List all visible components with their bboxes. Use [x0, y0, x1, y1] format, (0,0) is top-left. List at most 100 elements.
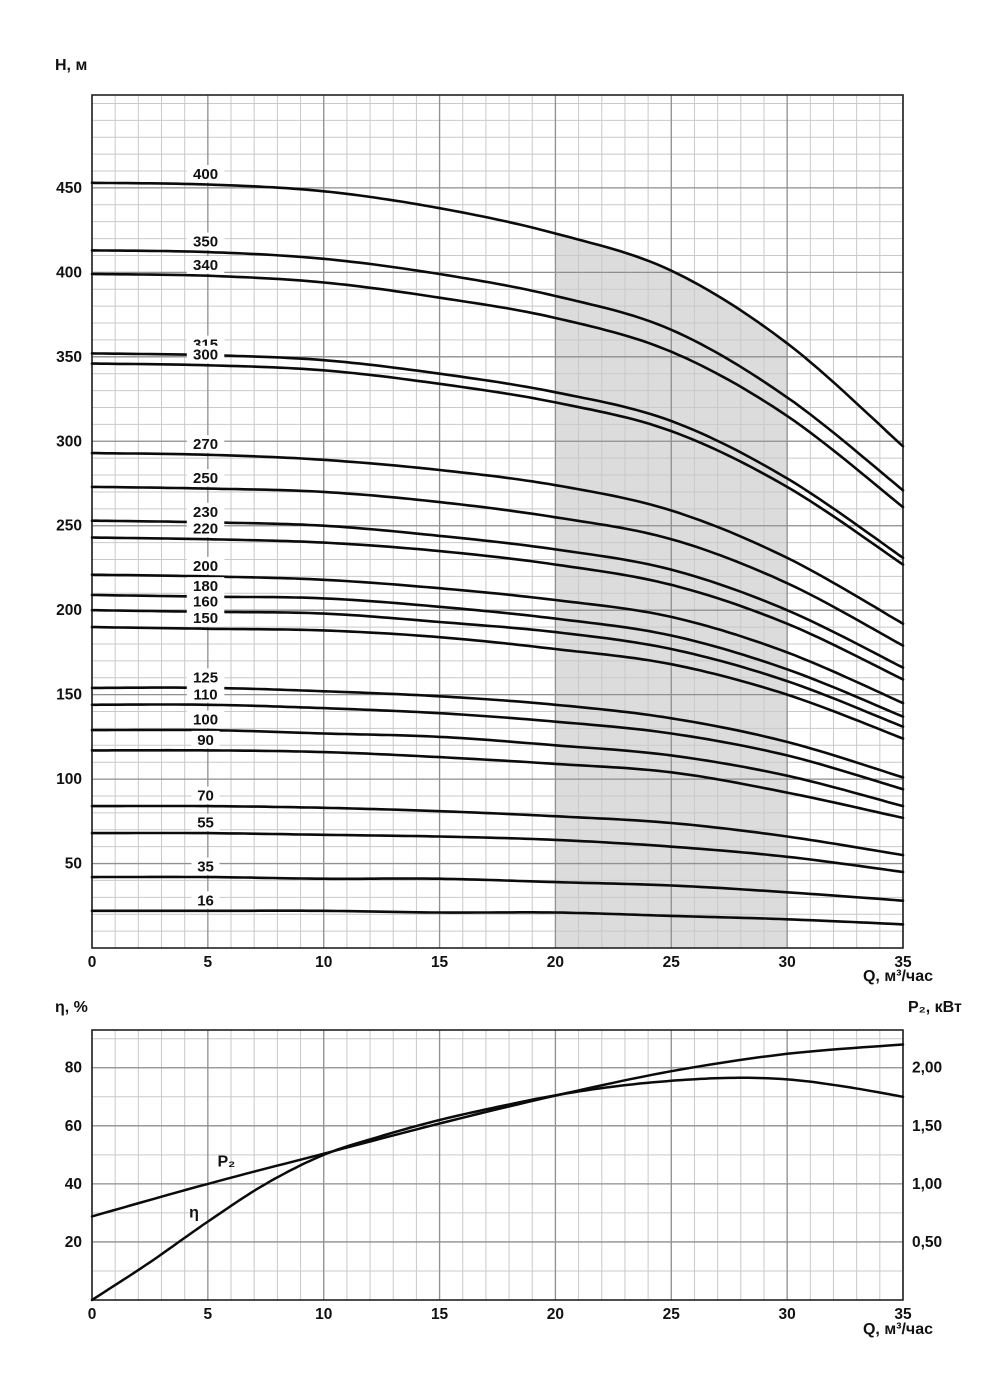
curve-label-bg: [186, 592, 225, 610]
x-tick-label: 20: [547, 954, 564, 971]
y-right-tick-label: 0,50: [912, 1234, 942, 1251]
y-left-axis-title: η, %: [55, 999, 88, 1016]
curve-label-bg: [191, 786, 220, 805]
grid-minor: [91, 1030, 904, 1300]
curve-label: 55: [197, 815, 214, 832]
y-tick-label: 250: [56, 518, 82, 535]
curve-220: [90, 536, 905, 681]
curve-180: [90, 593, 905, 718]
y-left-tick-label: 80: [65, 1060, 82, 1077]
y-right-axis-title: P₂, кВт: [908, 999, 962, 1016]
curve-300: [90, 362, 905, 566]
curve-label-bg: [186, 519, 225, 538]
curve-label-bg: [191, 857, 220, 876]
curve-label: 180: [193, 578, 218, 595]
curve-label: 400: [193, 166, 218, 183]
x-tick-label: 30: [779, 954, 796, 971]
y-tick-label: 50: [65, 856, 82, 873]
curve-label-bg: [186, 556, 225, 575]
x-tick-label: 15: [431, 954, 449, 971]
curve-power: [90, 1043, 905, 1218]
curve-315: [90, 352, 905, 560]
x-tick-label: 10: [315, 1306, 332, 1323]
curve-250: [90, 485, 905, 647]
x-tick-label: 0: [88, 954, 97, 971]
x-tick-label: 15: [431, 1306, 449, 1323]
curve-labels: 4003503403153002702502302202001801601501…: [186, 164, 225, 909]
efficiency-power-chart: P₂ η η, % P₂, кВт 20 40 60 80 0,50 1,00 1,50 2,00 0 5…: [55, 999, 962, 1338]
curve-annotation: P₂: [218, 1153, 236, 1170]
x-tick-label: 35: [894, 954, 912, 971]
curve-label-bg: [186, 164, 225, 183]
curve-100: [90, 728, 905, 808]
efficiency-power-curves: [90, 1043, 905, 1302]
curve-label-bg: [186, 668, 225, 686]
curve-label: 16: [197, 892, 214, 909]
curve-annotation: η: [189, 1204, 199, 1221]
y-right-tick-label: 1,00: [912, 1176, 942, 1193]
head-curves: [90, 181, 905, 926]
y-axis-title: H, м: [55, 57, 87, 74]
curve-label-bg: [191, 813, 220, 832]
curve-label-bg: [186, 232, 225, 251]
curve-label-bg: [186, 609, 225, 627]
x-tick-label: 5: [204, 954, 213, 971]
curve-efficiency: [90, 1076, 905, 1302]
curve-label: 90: [197, 732, 214, 749]
curve-label: 125: [193, 669, 218, 686]
x-tick-label: 5: [204, 1306, 213, 1323]
curve-label-bg: [186, 469, 225, 487]
y-tick-label: 200: [56, 602, 82, 619]
curve-label: 250: [193, 470, 218, 487]
curve-16: [90, 909, 905, 926]
curve-70: [90, 804, 905, 857]
y-right-tick-label: 1,50: [912, 1118, 942, 1135]
curve-label: 110: [193, 686, 217, 703]
y-tick-label: 100: [56, 771, 82, 788]
plot-border: [91, 1029, 904, 1301]
y-tick-label: 150: [56, 687, 82, 704]
curve-label-bg: [186, 345, 225, 364]
x-tick-label: 25: [663, 1306, 681, 1323]
curve-label-bg: [186, 577, 225, 595]
curve-150: [90, 625, 905, 740]
curve-110: [90, 703, 905, 791]
curve-125: [90, 686, 905, 779]
x-tick-label: 0: [88, 1306, 97, 1323]
curve-55: [90, 831, 905, 874]
curve-label-bg: [186, 435, 225, 453]
curve-350: [90, 249, 905, 492]
curve-label: 150: [193, 610, 218, 627]
y-right-tick-label: 2,00: [912, 1060, 942, 1077]
curve-label: 270: [193, 436, 218, 453]
curve-label: 220: [193, 521, 218, 538]
curve-label-bg: [191, 730, 220, 749]
x-tick-label: 20: [547, 1306, 564, 1323]
curve-270: [90, 451, 905, 625]
grid-major: [91, 1030, 904, 1300]
curve-230: [90, 519, 905, 669]
y-left-tick-label: 40: [65, 1176, 82, 1193]
curve-340: [90, 272, 905, 509]
x-tick-label: 30: [779, 1306, 796, 1323]
curve-label-bg: [186, 256, 225, 274]
curve-label-bg: [186, 502, 225, 521]
curve-label: 160: [193, 593, 218, 610]
y-left-tick-label: 60: [65, 1118, 82, 1135]
x-axis-title: Q, м³/час: [863, 1321, 933, 1338]
x-tick-label: 10: [315, 954, 332, 971]
curve-label-bg: [186, 685, 225, 703]
x-axis-title: Q, м³/час: [863, 968, 933, 985]
curve-label: 35: [197, 859, 214, 876]
curve-label-bg: [186, 710, 225, 729]
y-tick-label: 400: [56, 264, 82, 281]
curve-label: 100: [193, 712, 218, 729]
curve-label: 350: [193, 234, 218, 251]
curve-90: [90, 748, 905, 820]
curve-200: [90, 573, 905, 705]
x-tick-label: 25: [663, 954, 681, 971]
curve-label-bg: [191, 891, 220, 909]
curve-label: 340: [193, 257, 218, 274]
